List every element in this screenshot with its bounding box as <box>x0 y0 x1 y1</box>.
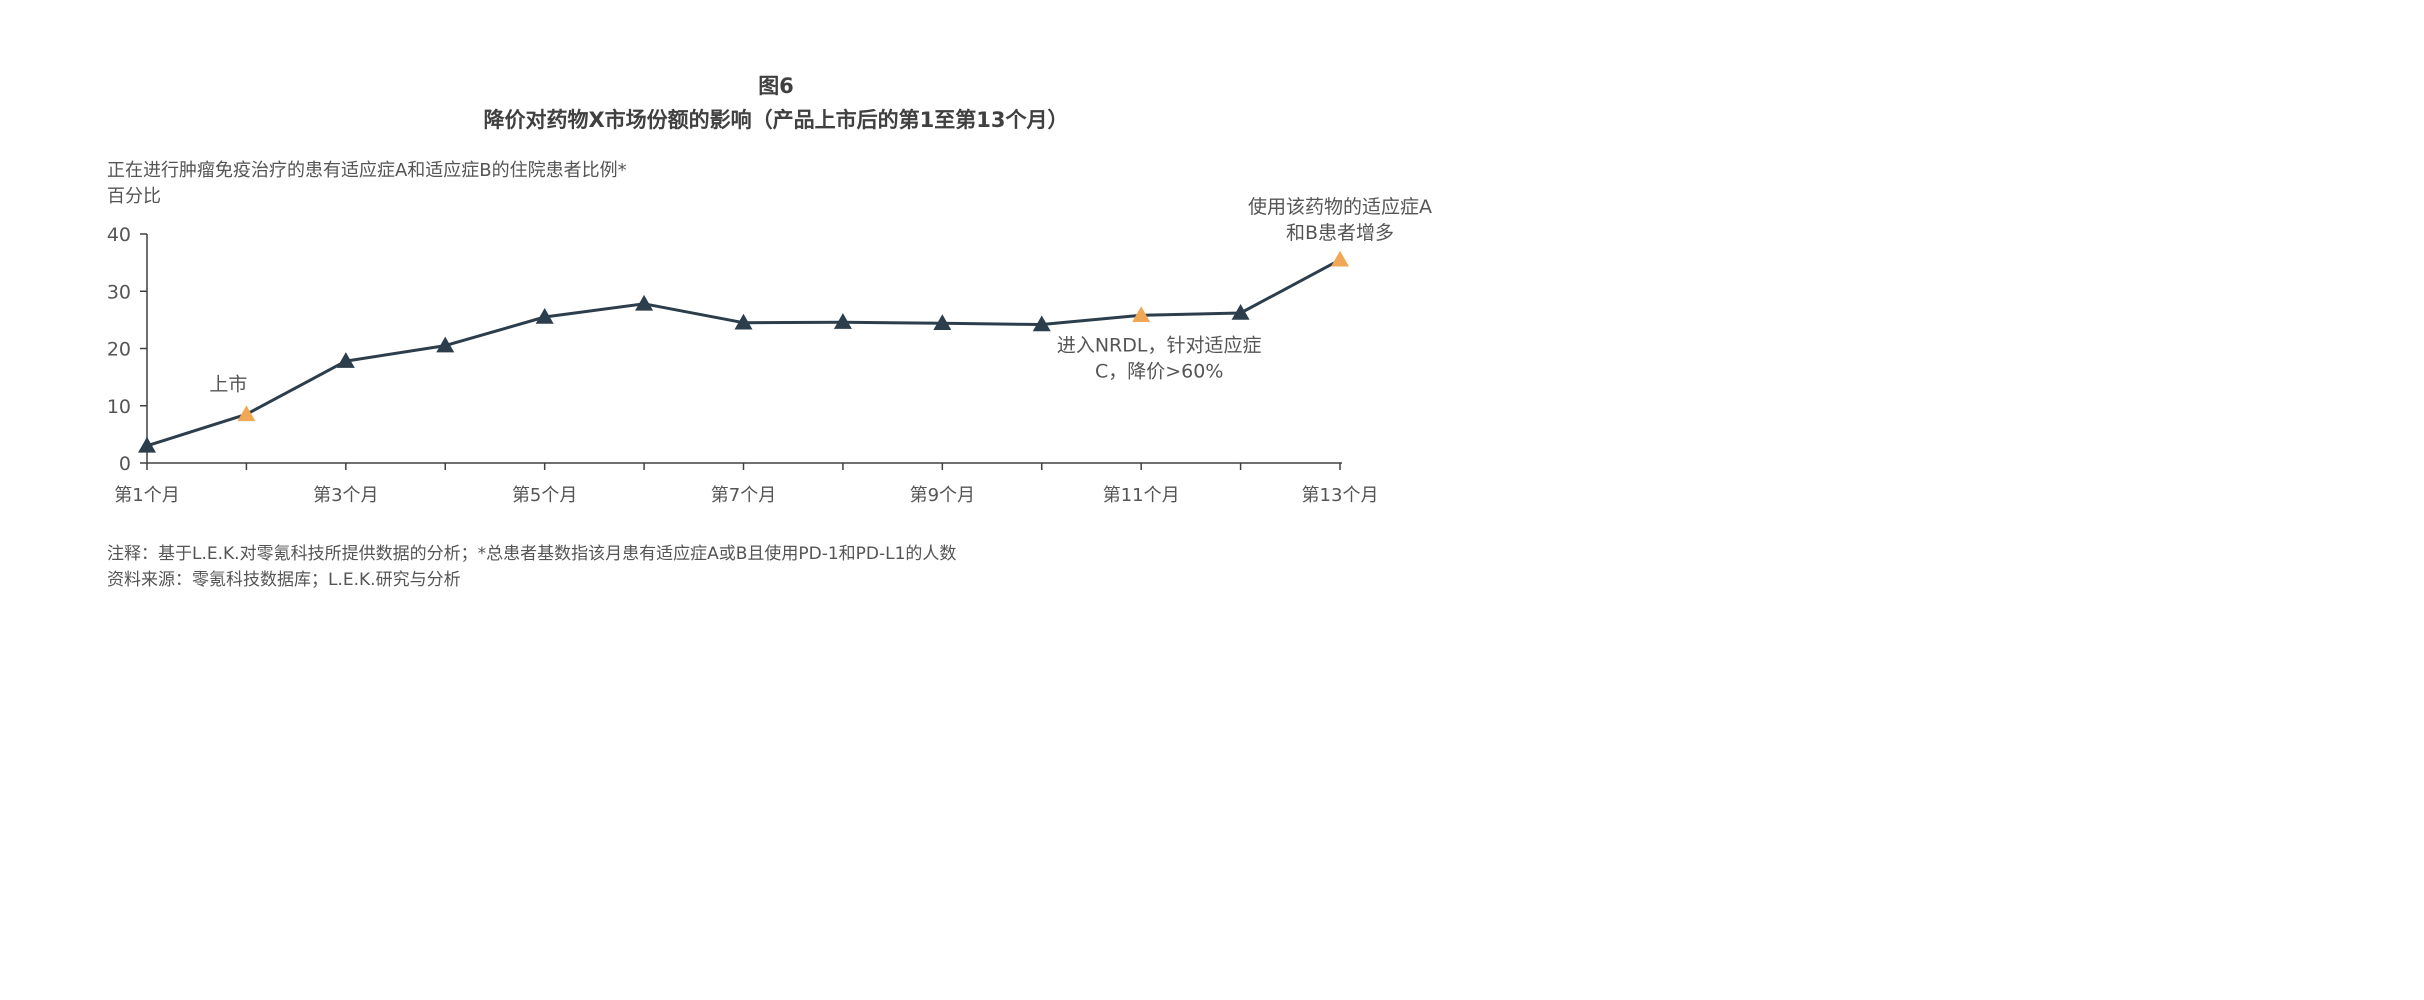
annotation-label: 进入NRDL，针对适应症 <box>1057 334 1262 356</box>
data-point-marker <box>635 294 654 311</box>
chart-title: 降价对药物X市场份额的影响（产品上市后的第1至第13个月） <box>483 108 1069 132</box>
chart-subtitle: 正在进行肿瘤免疫治疗的患有适应症A和适应症B的住院患者比例* <box>107 160 627 181</box>
y-tick-label: 40 <box>107 224 131 246</box>
x-tick-label: 第5个月 <box>512 485 577 506</box>
annotation-label: C，降价>60% <box>1095 360 1223 382</box>
figure-label: 图6 <box>758 74 794 98</box>
x-tick-label: 第7个月 <box>711 485 776 506</box>
x-tick-label: 第9个月 <box>910 485 975 506</box>
annotation-label: 使用该药物的适应症A <box>1248 196 1432 218</box>
highlight-point-marker <box>1331 250 1349 267</box>
x-tick-label: 第3个月 <box>313 485 378 506</box>
y-tick-label: 0 <box>119 453 131 475</box>
annotation-label: 和B患者增多 <box>1286 222 1394 244</box>
data-point-marker <box>336 352 355 368</box>
y-axis-unit: 百分比 <box>107 186 161 207</box>
x-tick-label: 第13个月 <box>1302 485 1379 506</box>
y-tick-label: 10 <box>107 396 131 418</box>
data-point-marker <box>1032 315 1051 332</box>
data-point-marker <box>138 436 156 453</box>
x-tick-label: 第1个月 <box>114 485 179 506</box>
data-point-marker <box>833 313 852 329</box>
y-tick-label: 30 <box>107 281 131 303</box>
chart-source: 资料来源：零氪科技数据库；L.E.K.研究与分析 <box>107 570 461 590</box>
data-point-marker <box>933 314 952 331</box>
chart-note: 注释：基于L.E.K.对零氪科技所提供数据的分析；*总患者基数指该月患有适应症A… <box>107 544 957 564</box>
data-point-marker <box>1231 304 1250 320</box>
line-chart: 0 10 20 30 40 第1个月 第3个月 第5个月 第7个月 第9个月 第11个月 第13个月 上… <box>107 196 1432 506</box>
x-tick-label: 第11个月 <box>1103 485 1180 506</box>
highlight-point-marker <box>237 405 256 422</box>
highlight-point-marker <box>1132 306 1151 323</box>
data-point-marker <box>535 308 554 324</box>
data-point-marker <box>734 313 753 330</box>
annotation-label: 上市 <box>209 373 247 395</box>
y-tick-label: 20 <box>107 339 131 361</box>
data-point-marker <box>436 336 455 353</box>
